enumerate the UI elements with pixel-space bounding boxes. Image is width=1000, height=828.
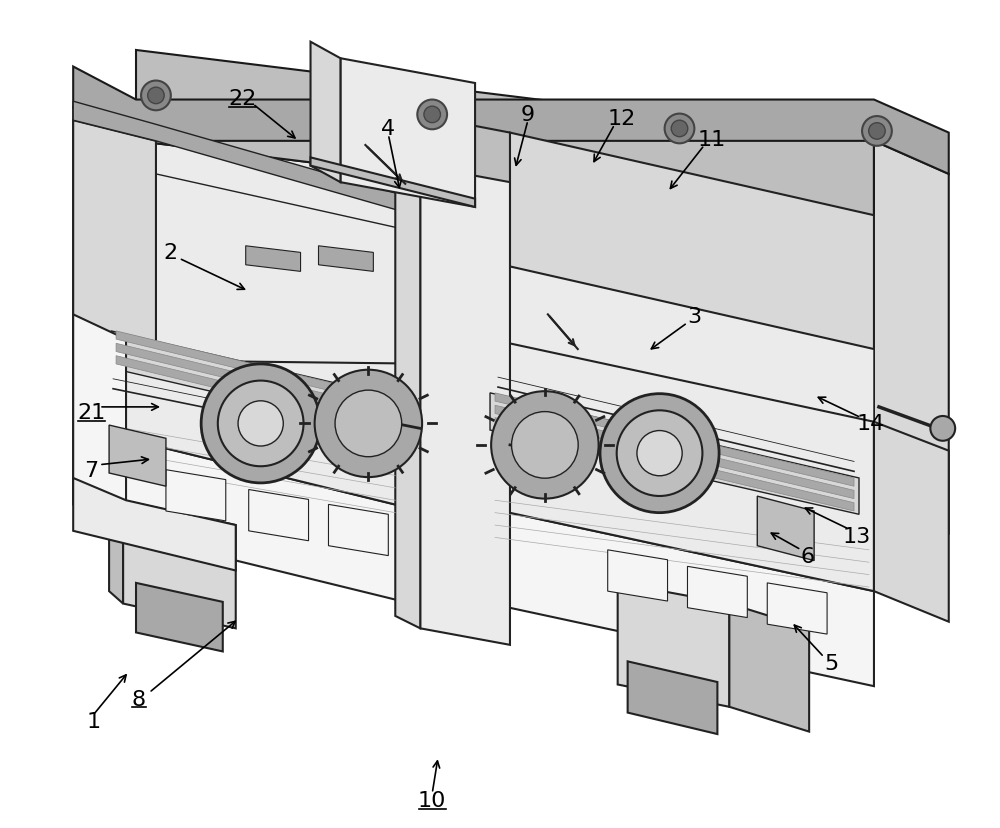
Text: 9: 9: [521, 105, 535, 125]
Polygon shape: [73, 121, 156, 360]
Circle shape: [238, 402, 283, 446]
Polygon shape: [757, 497, 814, 561]
Text: 10: 10: [418, 790, 446, 810]
Circle shape: [600, 394, 719, 513]
Text: 11: 11: [697, 130, 726, 150]
Circle shape: [417, 100, 447, 130]
Polygon shape: [874, 422, 949, 622]
Polygon shape: [415, 115, 510, 267]
Circle shape: [512, 412, 578, 479]
Polygon shape: [328, 505, 388, 556]
Polygon shape: [874, 142, 949, 534]
Text: 3: 3: [687, 306, 702, 326]
Text: 6: 6: [800, 546, 814, 566]
Circle shape: [617, 411, 702, 497]
Polygon shape: [116, 344, 390, 418]
Text: 5: 5: [824, 653, 838, 673]
Text: 14: 14: [857, 414, 885, 434]
Polygon shape: [311, 43, 340, 183]
Circle shape: [141, 81, 171, 111]
Circle shape: [491, 392, 599, 499]
Polygon shape: [618, 583, 729, 707]
Polygon shape: [628, 662, 717, 734]
Polygon shape: [109, 489, 123, 604]
Polygon shape: [319, 247, 373, 272]
Polygon shape: [73, 315, 126, 532]
Circle shape: [671, 121, 688, 137]
Polygon shape: [136, 583, 223, 652]
Circle shape: [665, 114, 694, 144]
Circle shape: [930, 416, 955, 441]
Polygon shape: [91, 360, 445, 518]
Circle shape: [869, 123, 885, 140]
Polygon shape: [136, 142, 874, 501]
Polygon shape: [116, 331, 390, 406]
Polygon shape: [608, 550, 668, 601]
Polygon shape: [340, 59, 475, 208]
Text: 1: 1: [86, 711, 100, 731]
Circle shape: [637, 431, 682, 476]
Polygon shape: [495, 406, 854, 499]
Polygon shape: [73, 108, 136, 410]
Polygon shape: [687, 566, 747, 618]
Text: 12: 12: [608, 108, 636, 128]
Polygon shape: [495, 418, 854, 512]
Polygon shape: [311, 158, 475, 208]
Text: 21: 21: [77, 402, 105, 422]
Polygon shape: [495, 393, 854, 487]
Text: 22: 22: [229, 89, 257, 108]
Polygon shape: [249, 490, 309, 541]
Polygon shape: [490, 393, 859, 515]
Polygon shape: [73, 479, 236, 570]
Polygon shape: [490, 509, 874, 686]
Circle shape: [424, 107, 440, 123]
Polygon shape: [510, 233, 874, 505]
Polygon shape: [729, 604, 809, 732]
Polygon shape: [420, 166, 510, 645]
Text: 2: 2: [164, 243, 178, 263]
Text: 8: 8: [132, 689, 146, 709]
Polygon shape: [246, 247, 301, 272]
Circle shape: [315, 370, 422, 478]
Polygon shape: [111, 331, 395, 435]
Text: 13: 13: [843, 526, 871, 546]
Polygon shape: [166, 470, 226, 522]
Polygon shape: [156, 175, 415, 406]
Circle shape: [218, 381, 304, 467]
Polygon shape: [395, 154, 420, 628]
Polygon shape: [510, 133, 874, 349]
Polygon shape: [73, 67, 949, 175]
Polygon shape: [490, 339, 874, 591]
Polygon shape: [91, 431, 445, 612]
Text: 7: 7: [84, 460, 98, 480]
Circle shape: [201, 364, 320, 484]
Polygon shape: [73, 339, 91, 526]
Polygon shape: [136, 51, 874, 233]
Polygon shape: [109, 426, 166, 487]
Circle shape: [862, 117, 892, 147]
Polygon shape: [123, 501, 236, 628]
Polygon shape: [116, 356, 390, 431]
Circle shape: [335, 391, 402, 457]
Text: 4: 4: [381, 119, 395, 139]
Polygon shape: [767, 583, 827, 634]
Polygon shape: [73, 102, 415, 216]
Polygon shape: [415, 166, 510, 424]
Circle shape: [148, 88, 164, 104]
